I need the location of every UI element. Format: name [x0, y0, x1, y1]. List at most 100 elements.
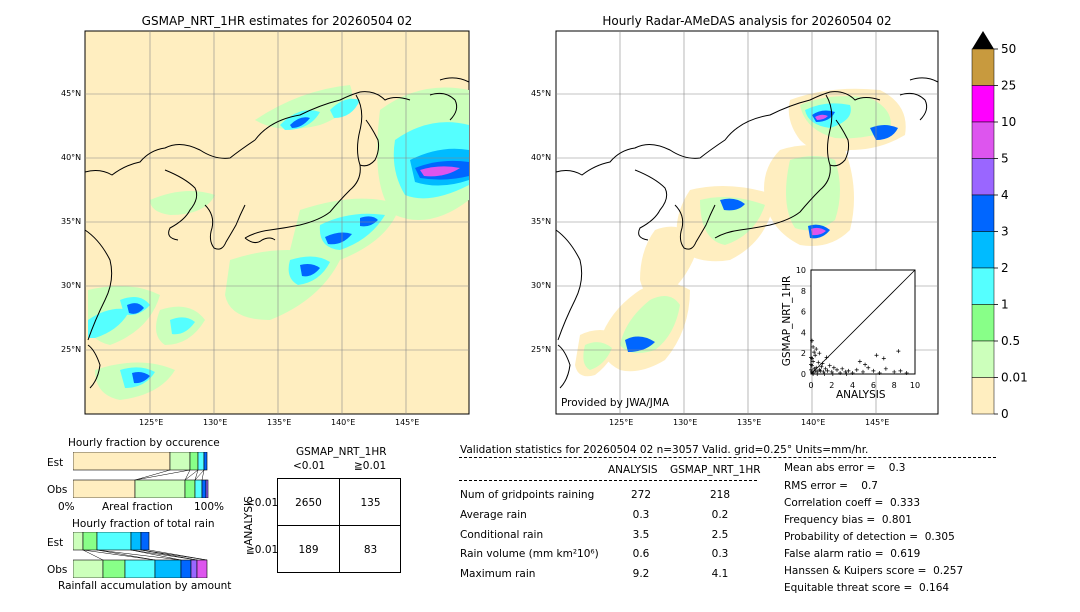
lon-label: 140°E — [331, 418, 356, 427]
validation-subdivider — [459, 480, 757, 481]
validation-score: Equitable threat score = 0.164 — [784, 582, 950, 594]
lon-label: 125°E — [139, 418, 164, 427]
contingency-cell-00: 2650 — [295, 497, 322, 509]
scatter-ylabel: GSMAP_NRT_1HR — [781, 275, 793, 367]
total-rain-footer: Rainfall accumulation by amount — [58, 580, 232, 592]
validation-gsmap-value: 0.2 — [711, 509, 729, 521]
validation-analysis-value: 3.5 — [632, 529, 650, 541]
occurrence-axis-mid: Areal fraction — [102, 501, 173, 513]
scatter-point — [827, 363, 832, 368]
scatter-x-tick: 6 — [871, 381, 876, 390]
lon-label: 130°E — [203, 418, 228, 427]
left-map — [84, 30, 470, 415]
scatter-point — [904, 370, 909, 375]
scatter-point — [877, 370, 882, 375]
colorbar-segment — [971, 194, 995, 232]
colorbar-label: 0.5 — [1001, 334, 1020, 348]
validation-col-analysis: ANALYSIS — [608, 464, 658, 476]
scatter-point — [844, 372, 849, 376]
scatter-point — [874, 353, 879, 358]
scatter-point — [816, 360, 821, 365]
lat-label: 25°N — [61, 345, 82, 354]
scatter-point — [822, 372, 827, 376]
left-map-title: GSMAP_NRT_1HR estimates for 20260504 02 — [141, 14, 413, 28]
validation-score: Mean abs error = 0.3 — [784, 462, 906, 474]
contingency-title: GSMAP_NRT_1HR — [296, 446, 387, 458]
lon-label: 130°E — [673, 418, 698, 427]
scatter-point — [813, 368, 818, 373]
scatter-point — [881, 356, 886, 361]
scatter-point — [843, 369, 848, 374]
lat-label: 45°N — [531, 89, 552, 98]
scatter-point — [809, 355, 813, 360]
validation-analysis-value: 9.2 — [632, 568, 650, 580]
colorbar-segment — [971, 231, 995, 269]
contingency-col-0: <0.01 — [293, 460, 326, 472]
lat-label: 35°N — [61, 217, 82, 226]
lon-label: 140°E — [801, 418, 826, 427]
contingency-cell-10: 189 — [298, 544, 319, 556]
scatter-point — [825, 368, 830, 373]
validation-label: Average rain — [460, 509, 527, 521]
scatter-point — [812, 350, 817, 355]
colorbar-label: 2 — [1001, 261, 1009, 275]
colorbar-label: 3 — [1001, 225, 1009, 239]
colorbar-segment — [971, 85, 995, 123]
colorbar-segment — [971, 304, 995, 342]
scatter-point — [830, 372, 835, 376]
validation-score: Correlation coeff = 0.333 — [784, 497, 920, 509]
total-rain-title: Hourly fraction of total rain — [72, 518, 215, 530]
lon-label: 135°E — [267, 418, 292, 427]
scatter-y-tick: 4 — [801, 328, 806, 337]
scatter-x-tick: 4 — [850, 381, 855, 390]
contingency-cell-11: 83 — [363, 544, 378, 556]
validation-score: Probability of detection = 0.305 — [784, 531, 955, 543]
scatter-point — [819, 364, 824, 369]
scatter-point — [823, 366, 828, 371]
scatter-ticks: 00 2 2 4 4 6 6 8 8 10 10 — [796, 266, 920, 390]
contingency-row-0: <0.01 — [246, 497, 279, 509]
occurrence-bars — [73, 452, 209, 498]
scatter-point — [810, 338, 815, 343]
colorbar-segment — [971, 48, 995, 86]
validation-header: Validation statistics for 20260504 02 n=… — [460, 444, 869, 456]
scatter-point — [820, 361, 825, 366]
colorbar-label: 4 — [1001, 188, 1009, 202]
scatter-point — [850, 370, 855, 375]
map-credit: Provided by JWA/JMA — [561, 397, 670, 409]
lat-label: 30°N — [531, 281, 552, 290]
lon-label: 135°E — [737, 418, 762, 427]
validation-label: Conditional rain — [460, 529, 544, 541]
validation-score: Frequency bias = 0.801 — [784, 514, 912, 526]
validation-col-gsmap: GSMAP_NRT_1HR — [670, 464, 761, 476]
colorbar-segment — [971, 267, 995, 305]
colorbar-segment — [971, 158, 995, 196]
scatter-point — [818, 368, 823, 373]
occurrence-title: Hourly fraction by occurence — [68, 437, 220, 449]
total-rain-row-obs: Obs — [47, 564, 68, 576]
total-rain-row-est: Est — [47, 537, 64, 549]
validation-score: RMS error = 0.7 — [784, 480, 878, 492]
scatter-y-tick: 10 — [796, 266, 806, 275]
occurrence-row-obs: Obs — [47, 484, 68, 496]
contingency-table: 2650 135 189 83 — [277, 478, 401, 573]
scatter-y-tick: 6 — [801, 308, 806, 317]
scatter-x-tick: 0 — [808, 381, 813, 390]
scatter-point — [814, 347, 819, 352]
validation-gsmap-value: 2.5 — [711, 529, 729, 541]
validation-score: Hanssen & Kuipers score = 0.257 — [784, 565, 964, 577]
scatter-point — [829, 369, 834, 374]
contingency-row-1: ≧0.01 — [246, 544, 279, 556]
occurrence-row-est: Est — [47, 457, 64, 469]
scatter-x-tick: 8 — [892, 381, 897, 390]
validation-score: False alarm ratio = 0.619 — [784, 548, 921, 560]
scatter-xlabel: ANALYSIS — [836, 389, 886, 401]
scatter-point — [857, 359, 862, 364]
colorbar-label: 25 — [1001, 79, 1016, 93]
scatter-points — [809, 338, 909, 376]
lat-label: 40°N — [61, 153, 82, 162]
lat-label: 40°N — [531, 153, 552, 162]
scatter-x-tick: 10 — [910, 381, 920, 390]
scatter-point — [898, 368, 903, 373]
